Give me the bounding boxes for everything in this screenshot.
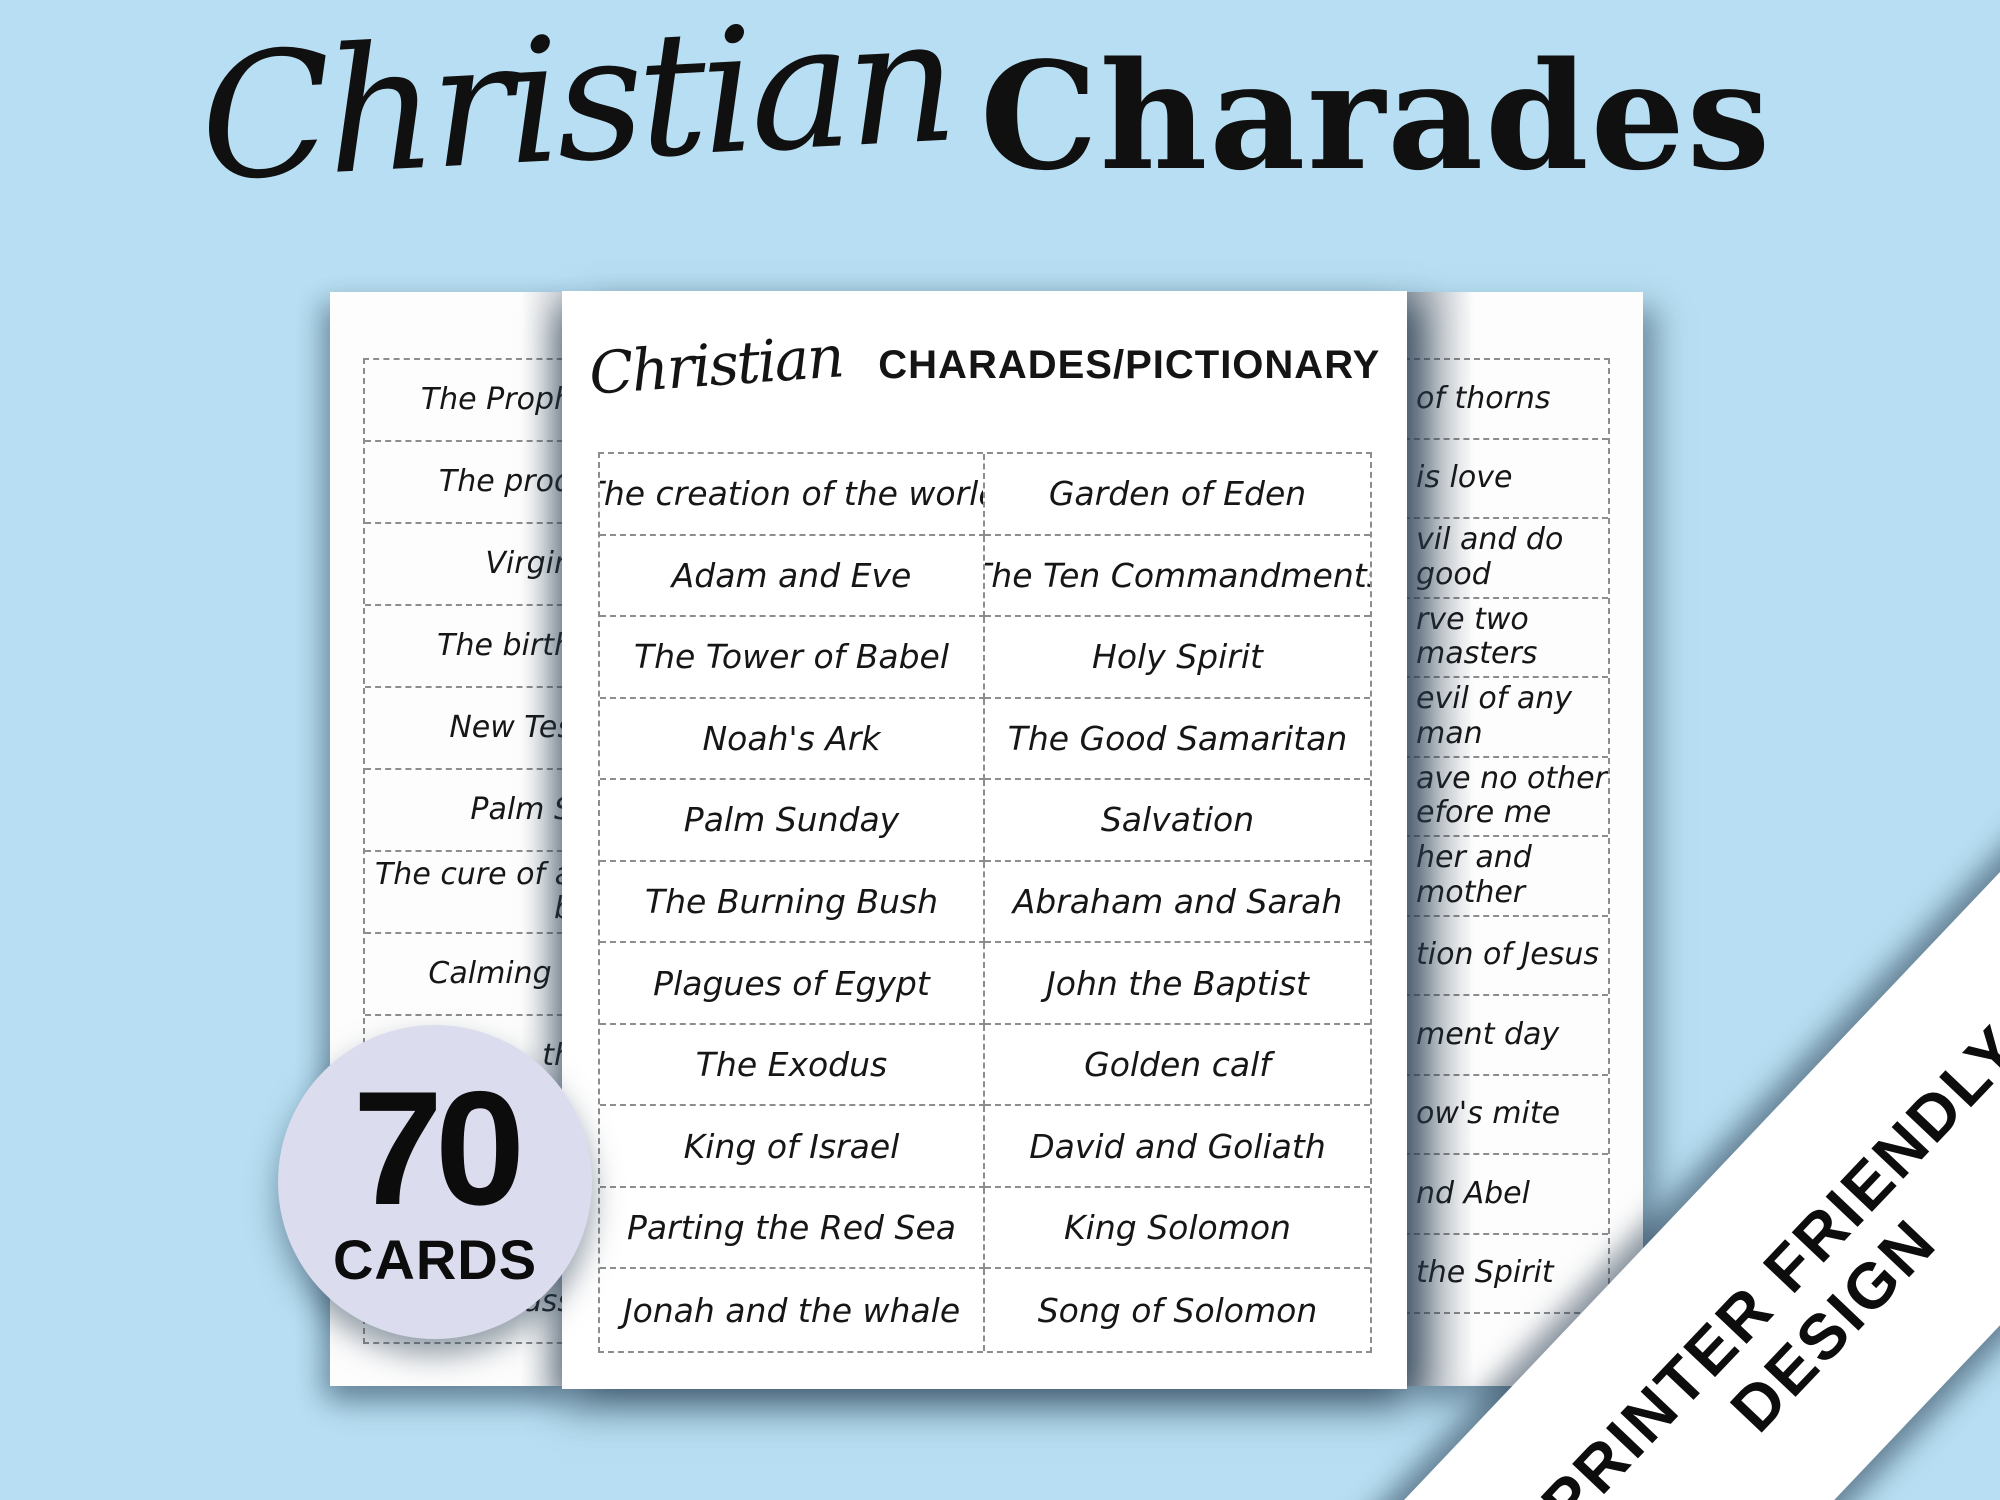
card-text: Abraham and Sarah — [1012, 881, 1343, 921]
card-text-fragment: ave no other efore me — [1416, 760, 1607, 831]
card-text: The creation of the world — [600, 474, 985, 514]
card-row-fragment: the Spirit — [1404, 1235, 1608, 1313]
card-row-fragment: The Proph — [365, 360, 573, 442]
card-text-fragment: The birth — [437, 627, 573, 663]
card-text: The Good Samaritan — [1007, 718, 1348, 758]
card-text: Palm Sunday — [683, 800, 900, 840]
card-grid: The creation of the world Garden of Eden A… — [598, 452, 1372, 1353]
card-text-fragment: is love — [1416, 460, 1513, 495]
card-cell: Golden calf — [985, 1025, 1370, 1107]
card-cell: Garden of Eden — [985, 454, 1370, 536]
card-row-fragment: her and mother — [1404, 837, 1608, 917]
card-text: The Exodus — [695, 1045, 888, 1085]
card-text-fragment: of thorns — [1416, 380, 1551, 416]
card-text-fragment: Calming t — [428, 955, 573, 991]
front-header-script: Christian — [586, 322, 845, 408]
card-cell: John the Baptist — [985, 943, 1370, 1025]
page-title-script: Christian — [195, 0, 956, 220]
card-cell: The Exodus — [600, 1024, 985, 1107]
card-row-fragment: The prod — [365, 442, 573, 524]
card-text: David and Goliath — [1029, 1126, 1326, 1166]
card-cell: The Burning Bush — [600, 861, 985, 944]
card-text: Golden calf — [1084, 1045, 1271, 1085]
card-row-fragment: nd Abel — [1404, 1155, 1608, 1235]
card-row-fragment: ment day — [1404, 996, 1608, 1076]
card-text: Noah's Ark — [702, 718, 881, 758]
badge-number: 70 — [352, 1057, 525, 1239]
card-text-fragment: New Tes — [449, 709, 573, 745]
card-text: Parting the Red Sea — [627, 1208, 956, 1248]
card-cell: Adam and Eve — [600, 535, 985, 618]
card-row-fragment: New Tes — [365, 688, 573, 770]
front-sheet: Christian CHARADES/PICTIONARY The creati… — [562, 291, 1407, 1389]
card-row-fragment: vil and do good — [1404, 519, 1608, 599]
card-text-fragment: The cure of a b — [374, 856, 573, 926]
card-row-fragment: tion of Jesus — [1404, 917, 1608, 996]
card-row-fragment: is love — [1404, 440, 1608, 519]
card-row-fragment: evil of any man — [1404, 678, 1608, 758]
card-text-fragment: Palm S — [470, 791, 573, 827]
front-header-label: CHARADES/PICTIONARY — [878, 342, 1381, 387]
card-cell: Salvation — [985, 780, 1370, 862]
card-text: Song of Solomon — [1037, 1290, 1318, 1330]
card-text-fragment: tion of Jesus — [1416, 937, 1600, 972]
badge-70-cards: 70 CARDS — [278, 1025, 592, 1339]
card-cell: Holy Spirit — [985, 617, 1370, 699]
card-row-fragment: Calming t — [365, 934, 573, 1016]
card-text: Plagues of Egypt — [653, 963, 930, 1003]
card-text: King Solomon — [1064, 1208, 1291, 1248]
card-text: Adam and Eve — [671, 555, 912, 595]
card-text-fragment: The Proph — [420, 381, 573, 417]
card-cell: Abraham and Sarah — [985, 862, 1370, 944]
card-text-fragment: The prod — [438, 463, 573, 499]
card-text: The Tower of Babel — [633, 637, 950, 677]
card-cell: The Ten Commandments — [985, 536, 1370, 618]
card-cell: The Good Samaritan — [985, 699, 1370, 781]
page-title-serif: Charades — [980, 29, 1773, 203]
badge-label: CARDS — [332, 1228, 538, 1292]
card-cell: The creation of the world — [600, 454, 985, 536]
card-cell: King Solomon — [985, 1188, 1370, 1270]
card-text-fragment: her and mother — [1416, 840, 1532, 910]
back-sheet-right-card-rows: of thorns is love vil and do good rve two m… — [1404, 358, 1610, 1314]
card-cell: Jonah and the whale — [600, 1269, 985, 1351]
card-row-fragment: The birth — [365, 606, 573, 688]
card-text: Salvation — [1100, 800, 1255, 840]
card-row-fragment: The cure of a b — [365, 852, 573, 934]
card-cell: Parting the Red Sea — [600, 1187, 985, 1270]
card-text: The Ten Commandments — [985, 555, 1370, 595]
card-text-fragment: Virgin — [485, 545, 573, 581]
card-cell: Plagues of Egypt — [600, 943, 985, 1025]
card-text-fragment: ow's mite — [1416, 1096, 1561, 1131]
card-text-fragment: ment day — [1416, 1016, 1560, 1052]
card-text: John the Baptist — [1046, 963, 1309, 1003]
card-text-fragment: the Spirit — [1416, 1255, 1554, 1290]
card-row-fragment: Virgin — [365, 524, 573, 606]
card-cell: Palm Sunday — [600, 780, 985, 862]
card-text-fragment: nd Abel — [1416, 1175, 1530, 1211]
card-cell: Noah's Ark — [600, 698, 985, 781]
card-row-fragment: rve two masters — [1404, 599, 1608, 678]
card-text: Garden of Eden — [1048, 474, 1307, 514]
card-cell: David and Goliath — [985, 1106, 1370, 1188]
card-cell: Song of Solomon — [985, 1269, 1370, 1351]
card-row-fragment: Palm S — [365, 770, 573, 852]
back-sheet-right: of thorns is love vil and do good rve two m… — [1404, 292, 1643, 1386]
card-text: King of Israel — [683, 1126, 900, 1166]
card-cell: The Tower of Babel — [600, 617, 985, 699]
card-row-fragment: ow's mite — [1404, 1076, 1608, 1155]
card-text-fragment: evil of any man — [1416, 681, 1573, 751]
card-text: Holy Spirit — [1092, 637, 1263, 677]
card-text-fragment: vil and do good — [1416, 522, 1564, 592]
card-row-fragment: of thorns — [1404, 360, 1608, 440]
card-row-fragment: ave no other efore me — [1404, 758, 1608, 837]
card-text: The Burning Bush — [644, 881, 939, 921]
front-sheet-header: Christian CHARADES/PICTIONARY — [562, 322, 1407, 408]
card-text: Jonah and the whale — [622, 1290, 961, 1330]
card-cell: King of Israel — [600, 1106, 985, 1188]
card-text-fragment: rve two masters — [1416, 601, 1538, 672]
